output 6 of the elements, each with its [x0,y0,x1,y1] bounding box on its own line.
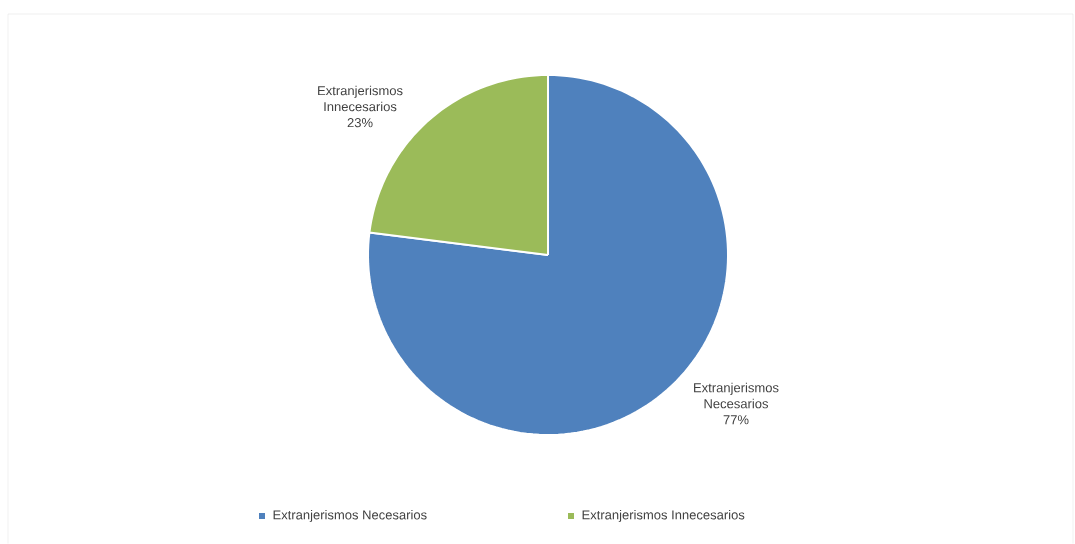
slice-label: Extranjerismos Necesarios [694,382,779,409]
legend-label: Extranjerismos Necesarios [273,509,427,523]
slice-label: Extranjerismos Innecesarios [318,85,403,112]
legend-label: Extranjerismos Innecesarios [582,509,745,523]
data-label: 23% [347,118,373,128]
data-label: 77% [723,415,749,425]
